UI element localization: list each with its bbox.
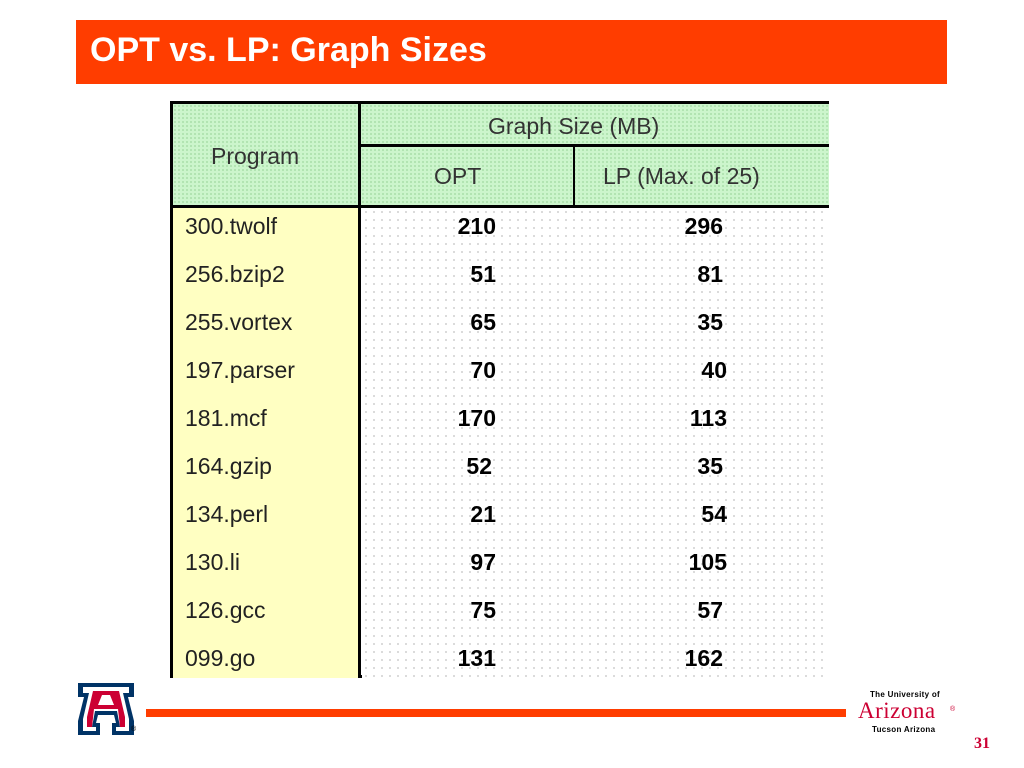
program-name: 164.gzip <box>185 453 272 479</box>
opt-lp-divider <box>573 147 575 206</box>
opt-value: 70 <box>470 357 496 383</box>
opt-value: 75 <box>470 597 496 623</box>
opt-value: 97 <box>470 549 496 575</box>
logo-registered-mark: ® <box>131 726 137 733</box>
program-name: 130.li <box>185 549 240 575</box>
program-name: 255.vortex <box>185 309 293 335</box>
group-divider <box>361 144 829 147</box>
lp-value: 113 <box>689 405 727 431</box>
university-line-3: Tucson Arizona <box>872 725 936 734</box>
lp-value: 105 <box>688 549 727 575</box>
opt-value: 131 <box>457 645 496 671</box>
program-name: 256.bzip2 <box>185 261 285 287</box>
program-name: 197.parser <box>185 357 295 383</box>
program-name: 181.mcf <box>185 405 267 431</box>
lp-value: 35 <box>697 309 723 335</box>
values-area-bg <box>362 208 829 678</box>
lp-value: 54 <box>701 501 727 527</box>
header-opt: OPT <box>434 163 482 189</box>
page-number: 31 <box>974 735 990 752</box>
opt-value: 170 <box>457 405 496 431</box>
opt-value: 210 <box>457 213 496 239</box>
program-column-bg <box>173 208 359 678</box>
table-header-bg <box>173 104 829 206</box>
header-lp: LP (Max. of 25) <box>603 163 760 189</box>
lp-value: 57 <box>697 597 723 623</box>
opt-value: 65 <box>470 309 496 335</box>
university-registered-mark: ® <box>950 706 956 713</box>
lp-value: 40 <box>701 357 727 383</box>
graph-size-table: Program Graph Size (MB) OPT LP (Max. of … <box>170 101 829 678</box>
lp-value: 162 <box>684 645 723 671</box>
university-name: Arizona <box>858 698 936 723</box>
footer-divider-line <box>146 709 846 717</box>
opt-value: 52 <box>466 453 492 479</box>
program-name: 134.perl <box>185 501 269 527</box>
program-divider <box>358 104 361 678</box>
header-program: Program <box>211 143 300 169</box>
header-graph-size: Graph Size (MB) <box>488 113 660 139</box>
university-wordmark: The University of Arizona Tucson Arizona… <box>858 690 958 736</box>
program-name: 300.twolf <box>185 213 278 239</box>
block-a-logo-icon: A <box>78 683 134 735</box>
opt-value: 21 <box>470 501 496 527</box>
lp-value: 35 <box>697 453 723 479</box>
lp-value: 81 <box>697 261 723 287</box>
title-bar: OPT vs. LP: Graph Sizes <box>76 20 947 84</box>
header-body-divider <box>173 205 829 208</box>
lp-value: 296 <box>684 213 723 239</box>
program-name: 099.go <box>185 645 256 671</box>
program-name: 126.gcc <box>185 597 266 623</box>
opt-value: 51 <box>470 261 496 287</box>
university-line-1: The University of <box>870 690 941 699</box>
slide-title: OPT vs. LP: Graph Sizes <box>90 31 487 69</box>
